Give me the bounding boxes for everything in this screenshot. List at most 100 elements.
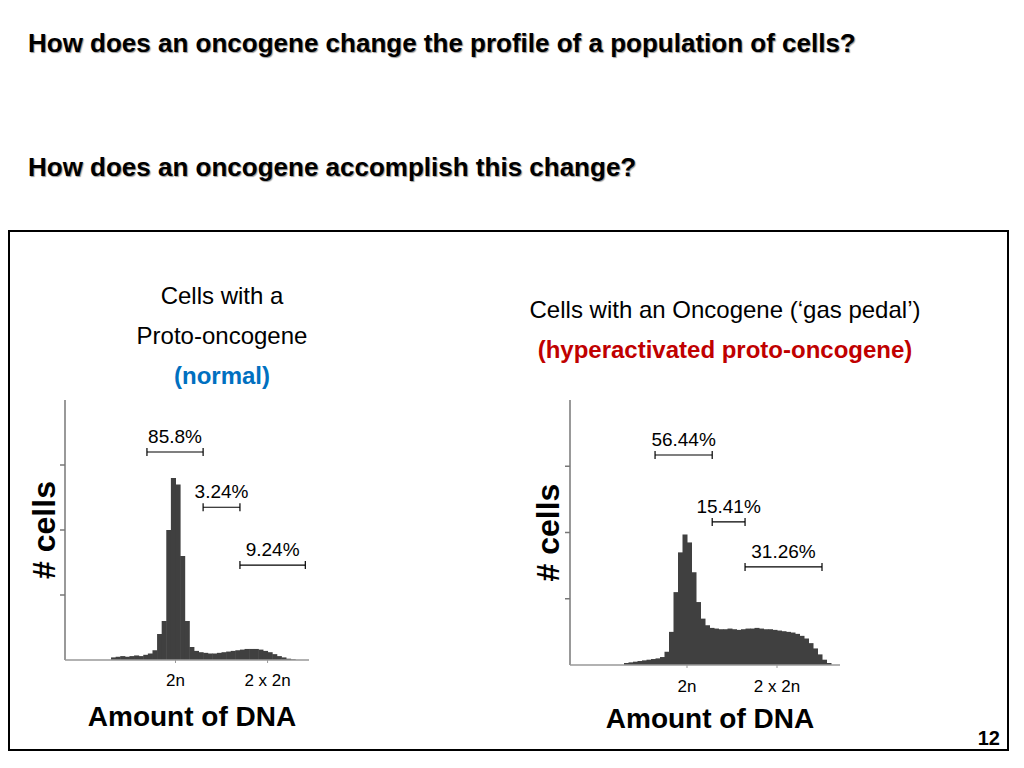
slide-title: How does an oncogene change the profile … <box>28 22 932 64</box>
y-tick <box>565 466 570 468</box>
histogram-bar <box>795 634 800 665</box>
histogram-bar <box>813 648 818 665</box>
histogram-bar <box>272 654 277 660</box>
histogram-bar <box>692 572 697 665</box>
histogram-bar <box>804 639 809 666</box>
page-number: 12 <box>978 727 1000 749</box>
x-tick-label: 2n <box>678 677 697 696</box>
histogram-bar <box>263 651 268 660</box>
y-axis-label: # cells <box>530 484 566 582</box>
gate: 56.44% <box>651 429 716 459</box>
histogram-bar <box>148 654 153 661</box>
histogram-bars <box>111 478 296 660</box>
histogram-bar <box>235 650 240 660</box>
gate-cap <box>712 518 713 526</box>
histogram-bar <box>728 629 733 665</box>
histogram-bar <box>732 629 737 665</box>
histogram-bar <box>152 650 157 660</box>
y-tick <box>60 594 65 596</box>
histogram-bar <box>746 629 751 665</box>
gate-cap <box>203 448 204 456</box>
histogram-bar <box>674 592 679 665</box>
y-tick <box>60 464 65 466</box>
histogram-bar <box>777 631 782 665</box>
gate-cap <box>712 451 713 459</box>
histogram-bar <box>166 530 171 660</box>
histogram-bar <box>764 629 769 665</box>
gate: 85.8% <box>147 426 203 456</box>
histogram-bar <box>755 628 760 665</box>
gate-cap <box>146 448 147 456</box>
histogram-bar <box>180 556 185 660</box>
x-tick <box>777 665 778 668</box>
histogram-bar <box>162 621 167 660</box>
gate-label: 85.8% <box>148 426 202 447</box>
gate-cap <box>239 561 240 569</box>
histogram-bar <box>143 655 148 660</box>
chart-title: Cells with an Oncogene (‘gas pedal’)(hyp… <box>435 290 1015 370</box>
x-tick-label: 2n <box>166 671 185 690</box>
histogram-bar <box>741 629 746 665</box>
x-axis-label: Amount of DNA <box>606 703 814 734</box>
histogram-bar <box>217 653 222 660</box>
x-tick-label: 2 x 2n <box>244 671 290 690</box>
gate-bracket <box>655 454 712 455</box>
histogram-bar <box>791 633 796 665</box>
histogram-bar <box>258 650 263 660</box>
gate-label: 3.24% <box>195 481 249 502</box>
histogram-bar <box>245 649 250 660</box>
gate-cap <box>744 518 745 526</box>
gate-bracket <box>745 566 822 567</box>
gate-cap <box>305 561 306 569</box>
gate-cap <box>239 503 240 511</box>
gate: 31.26% <box>745 541 822 571</box>
gate: 9.24% <box>240 539 305 569</box>
x-tick-label: 2 x 2n <box>754 677 800 696</box>
histogram-bar <box>254 649 259 660</box>
histogram-bar <box>723 629 728 665</box>
histogram-bar <box>701 619 706 665</box>
gate-label: 9.24% <box>246 539 300 560</box>
chart-subtitle: (normal) <box>102 356 342 396</box>
y-axis-label: # cells <box>26 481 62 579</box>
gate-bracket <box>240 564 305 565</box>
histogram-bar <box>773 630 778 665</box>
histogram-bar <box>710 628 715 665</box>
gate-label: 15.41% <box>696 496 761 517</box>
histogram-bar <box>231 651 236 660</box>
histogram-bars <box>624 534 832 665</box>
histogram-bar <box>226 652 231 660</box>
histogram-bar <box>683 534 688 665</box>
gate-bracket <box>712 521 745 522</box>
histogram-bar <box>203 653 208 660</box>
gate-cap <box>821 563 822 571</box>
histogram-bar <box>647 660 652 665</box>
histogram-bar <box>687 542 692 665</box>
histogram-bar <box>222 652 227 660</box>
histogram-bar <box>175 485 180 661</box>
figure: 12 2n 2 x 2n Amount of DNA # cells 85.8% 3.24%… <box>0 0 1024 768</box>
x-axis <box>65 659 309 661</box>
histogram-bar <box>240 650 245 660</box>
gate-cap <box>654 451 655 459</box>
histogram-bar <box>669 632 674 665</box>
histogram-bar <box>249 649 254 660</box>
histogram-bar <box>199 652 204 660</box>
x-tick <box>687 665 688 668</box>
histogram-bar <box>212 654 217 661</box>
chart-title: Cells with a Proto-oncogene(normal) <box>102 276 342 396</box>
histogram-bar <box>185 621 190 660</box>
histogram-bar <box>268 652 273 660</box>
histogram-bar <box>705 625 710 665</box>
x-tick <box>175 660 176 663</box>
x-axis <box>570 664 840 666</box>
histogram-bar <box>665 652 670 665</box>
histogram-bar <box>208 654 213 661</box>
histogram-bar <box>189 647 194 660</box>
gate-label: 56.44% <box>651 429 716 450</box>
histogram-bar <box>719 629 724 665</box>
y-tick <box>565 598 570 600</box>
histogram-bar <box>157 634 162 660</box>
slide: {"slide": {"title": "How does an oncogen… <box>0 0 1024 768</box>
histogram-bar <box>656 658 661 665</box>
